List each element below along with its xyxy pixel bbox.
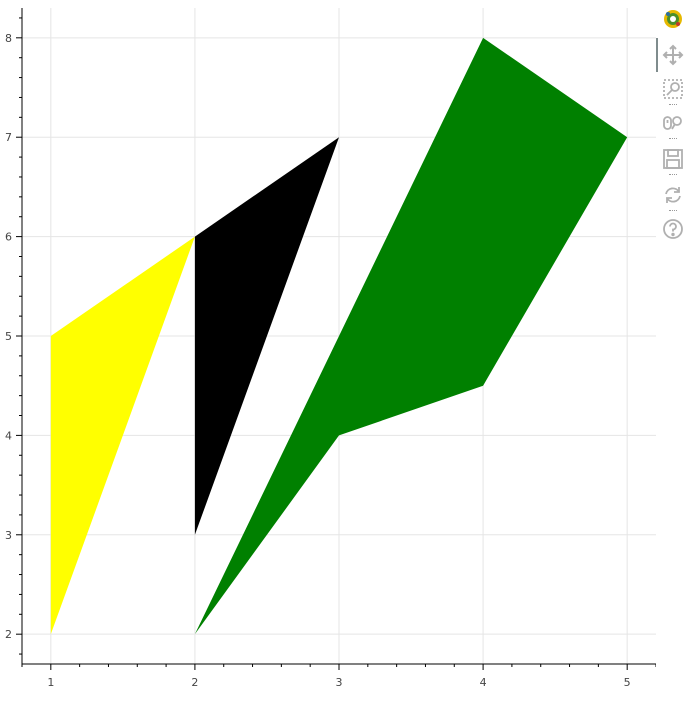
toolbar: [656, 0, 700, 250]
x-tick-label: 5: [624, 676, 631, 689]
y-tick-label: 6: [5, 231, 12, 244]
patch-3: [194, 37, 628, 635]
pan-tool-icon[interactable]: [662, 44, 684, 66]
toolbar-divider: [669, 138, 677, 140]
patches-chart: 1 2 3 4 5 2 3 4 5 6 7 8: [5, 8, 656, 689]
bokeh-logo-icon[interactable]: [662, 8, 684, 30]
toolbar-divider: [669, 174, 677, 176]
reset-tool-icon[interactable]: [662, 184, 684, 206]
x-tick-label: 4: [480, 676, 487, 689]
y-tick-label: 3: [5, 529, 12, 542]
box-zoom-tool-icon[interactable]: [662, 78, 684, 100]
toolbar-divider: [669, 210, 677, 212]
y-tick-label: 5: [5, 330, 12, 343]
y-tick-label: 7: [5, 131, 12, 144]
x-tick-label: 3: [336, 676, 343, 689]
help-tool-icon[interactable]: [662, 218, 684, 240]
wheel-zoom-tool-icon[interactable]: [662, 112, 684, 134]
y-tick-label: 4: [5, 429, 12, 442]
save-tool-icon[interactable]: [662, 148, 684, 170]
x-tick-label: 1: [47, 676, 54, 689]
toolbar-divider: [669, 104, 677, 106]
axes: 1 2 3 4 5 2 3 4 5 6 7 8: [5, 8, 656, 689]
patch-1: [50, 236, 195, 635]
patches-layer: [50, 37, 628, 635]
x-tick-label: 2: [191, 676, 198, 689]
y-tick-label: 8: [5, 32, 12, 45]
y-tick-label: 2: [5, 628, 12, 641]
patch-2: [194, 137, 339, 535]
active-tool-indicator: [656, 38, 658, 72]
